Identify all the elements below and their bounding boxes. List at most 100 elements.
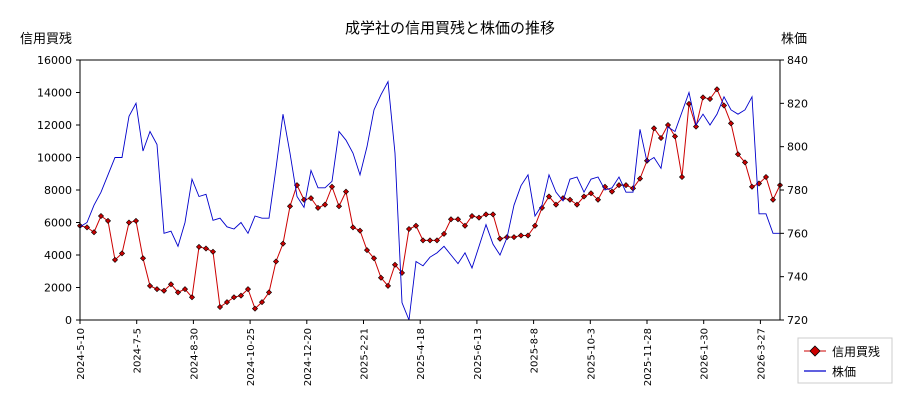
data-point [356,227,364,234]
y-left-tick-label: 4000 [44,249,72,262]
data-point [230,294,238,301]
data-point [762,173,770,181]
data-point [517,232,525,239]
y-right-tick-label: 840 [787,54,808,67]
data-point [496,235,504,242]
x-tick-label: 2024-7-5 [133,328,144,373]
x-tick-label: 2026-1-30 [700,328,711,380]
data-point [391,261,399,268]
data-point [202,245,210,252]
data-point [370,255,378,262]
y-left-tick-label: 14000 [37,87,72,100]
data-point [328,183,336,190]
data-point [153,286,161,293]
data-point [335,203,343,210]
data-point [405,225,413,233]
x-tick-label: 2025-2-21 [360,328,371,380]
data-point [216,303,224,311]
series-line-stock-price [79,80,780,321]
data-point [706,95,714,103]
chart-title: 成学社の信用買残と株価の推移 [345,19,555,37]
legend-box [797,337,893,384]
data-point [692,123,700,130]
data-point [139,255,147,262]
data-point [720,102,728,109]
x-tick-label: 2026-3-27 [756,328,767,380]
data-point [160,287,168,294]
y-right-tick-label: 780 [787,184,808,197]
data-point [132,217,140,224]
data-point [384,282,392,289]
data-point [426,237,434,244]
x-tick-label: 2025-10-3 [586,328,597,380]
data-point [118,250,126,257]
data-point [440,230,448,237]
data-point [552,201,560,208]
data-point [167,281,175,288]
x-tick-label: 2024-12-20 [303,328,314,386]
data-point [258,299,266,306]
data-point [412,222,420,229]
data-point [272,258,280,265]
data-point [279,240,287,247]
data-point [188,294,196,301]
legend-label-margin-buying: 信用買残 [832,345,880,359]
legend-marker-margin-buying [809,345,821,357]
y-left-tick-label: 10000 [37,152,72,165]
data-point [468,212,476,220]
data-point [104,217,112,224]
y-axis-right-label: 株価 [781,32,807,47]
data-point [671,133,679,140]
x-tick-label: 2024-10-25 [246,328,257,386]
data-point [244,286,252,293]
data-point [146,282,154,289]
y-right-tick-label: 740 [787,271,808,284]
data-point [545,193,553,200]
data-point [174,289,182,296]
data-point [622,182,630,189]
data-point [531,222,539,229]
data-point [237,292,245,299]
data-point [636,175,644,182]
data-point [727,120,735,127]
data-point [342,188,350,195]
data-point [223,299,231,306]
data-point [608,188,616,195]
y-left-tick-label: 16000 [37,54,72,67]
y-left-tick-label: 6000 [44,217,72,230]
data-point [125,219,133,226]
data-point [461,222,469,229]
data-point [454,216,462,223]
y-right-tick-label: 720 [787,314,808,327]
legend-label-stock-price: 株価 [832,364,856,379]
data-point [251,305,259,312]
x-tick-label: 2025-4-18 [416,328,427,380]
x-tick-label: 2024-5-10 [76,328,87,380]
data-point [573,201,581,208]
data-point [587,190,595,197]
y-right-tick-label: 760 [787,227,808,240]
data-point [83,224,91,231]
data-point [475,214,483,221]
data-point [748,183,756,190]
y-left-tick-label: 12000 [37,119,72,132]
x-tick-label: 2025-11-28 [643,328,654,386]
data-point [349,224,357,231]
data-point [678,173,686,181]
data-point [307,195,315,202]
data-point [286,203,294,210]
plot-frame [79,59,781,321]
data-point [510,234,518,241]
data-point [314,204,322,211]
data-point [615,182,623,189]
series-line-margin-buying [79,88,781,310]
data-point [524,232,532,239]
data-point [699,94,707,101]
data-point [685,100,693,107]
plot-lines [76,80,784,321]
data-point [650,125,658,132]
y-left-tick-label: 8000 [44,184,72,197]
y-right-tick-label: 800 [787,141,808,154]
y-left-tick-label: 0 [65,314,72,327]
